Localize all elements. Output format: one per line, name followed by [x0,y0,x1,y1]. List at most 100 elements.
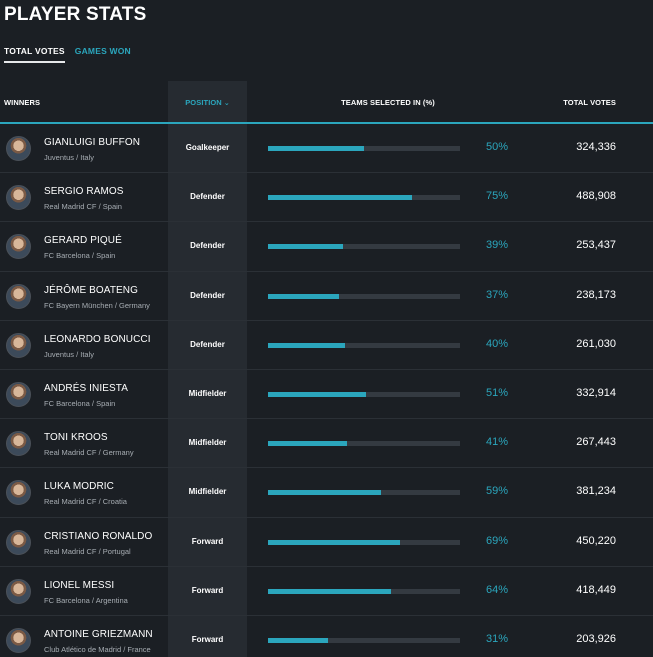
player-team: FC Barcelona / Argentina [44,595,128,605]
table-body: GIANLUIGI BUFFON Juventus / Italy Goalkeep… [0,124,653,657]
player-position: Forward [191,634,224,644]
player-name[interactable]: SERGIO RAMOS [44,186,124,198]
player-position: Midfielder [188,487,227,497]
player-team: Real Madrid CF / Spain [44,202,122,212]
teams-selected-percent: 31% [485,632,509,645]
player-avatar [6,136,31,161]
column-header-total-votes: TOTAL VOTES [563,98,616,107]
column-header-position[interactable]: POSITION ⌄ [168,98,247,107]
player-avatar [6,480,31,506]
table-row[interactable]: CRISTIANO RONALDO Real Madrid CF / Portug… [0,518,653,567]
player-position: Defender [190,192,225,202]
table-row[interactable]: ANTOINE GRIEZMANN Club Atlético de Madrid… [0,616,653,657]
player-position: Defender [190,290,225,300]
teams-selected-bar-fill [268,195,412,201]
player-name[interactable]: LIONEL MESSI [44,579,115,591]
teams-selected-bar-fill [268,391,366,397]
player-name[interactable]: GIANLUIGI BUFFON [44,137,141,148]
page-title: PLAYER STATS [4,4,147,25]
teams-selected-percent: 69% [485,534,509,547]
player-name[interactable]: TONI KROOS [44,432,108,444]
total-votes-value: 238,173 [576,288,616,301]
stats-tabs: TOTAL VOTES GAMES WON [4,46,131,63]
teams-selected-bar-fill [268,244,343,250]
column-header-winners: WINNERS [4,98,41,107]
teams-selected-bar [268,195,460,201]
player-position: Forward [191,585,224,595]
total-votes-value: 488,908 [576,190,616,203]
player-avatar [6,185,31,211]
teams-selected-bar [268,146,460,151]
teams-selected-bar [268,490,460,496]
table-row[interactable]: GIANLUIGI BUFFON Juventus / Italy Goalkeep… [0,124,653,174]
player-team: FC Bayern München / Germany [44,300,150,310]
teams-selected-bar [268,441,460,447]
total-votes-value: 253,437 [576,239,616,252]
player-position: Midfielder [188,388,227,398]
tab-games-won[interactable]: GAMES WON [74,46,131,56]
player-avatar [6,627,31,653]
total-votes-value: 267,443 [576,436,616,449]
player-avatar [6,234,31,260]
player-name[interactable]: LUKA MODRIC [44,481,115,493]
teams-selected-bar [268,637,460,643]
total-votes-value: 203,926 [576,632,616,645]
column-header-teams-selected: TEAMS SELECTED IN (%) [341,98,435,107]
teams-selected-bar-fill [268,637,328,643]
column-header-position-label: POSITION [185,98,222,107]
table-row[interactable]: LEONARDO BONUCCI Juventus / Italy Defender… [0,321,653,370]
teams-selected-percent: 37% [485,288,509,301]
table-row[interactable]: GERARD PIQUÉ FC Barcelona / Spain Defender… [0,222,653,272]
teams-selected-percent: 39% [485,239,509,252]
player-position: Forward [191,536,224,546]
table-header: WINNERS POSITION ⌄ TEAMS SELECTED IN (%) … [0,81,653,124]
teams-selected-bar [268,244,460,250]
teams-selected-percent: 75% [485,190,509,203]
total-votes-value: 450,220 [576,534,616,547]
player-name[interactable]: GERARD PIQUÉ [44,235,122,247]
player-team: Real Madrid CF / Germany [44,448,134,458]
player-name[interactable]: LEONARDO BONUCCI [44,333,151,345]
teams-selected-bar-fill [268,539,401,545]
teams-selected-bar [268,588,460,594]
table-row[interactable]: LUKA MODRIC Real Madrid CF / Croatia Midfi… [0,468,653,518]
tab-total-votes[interactable]: TOTAL VOTES [4,46,65,63]
total-votes-value: 324,336 [576,141,616,153]
teams-selected-bar-fill [268,490,382,496]
player-team: Real Madrid CF / Croatia [44,497,127,507]
teams-selected-bar-fill [268,588,391,594]
teams-selected-bar [268,539,460,545]
table-row[interactable]: SERGIO RAMOS Real Madrid CF / Spain Defend… [0,173,653,223]
player-position: Midfielder [188,438,227,448]
teams-selected-bar-fill [268,146,364,151]
teams-selected-percent: 41% [485,436,509,449]
total-votes-value: 381,234 [576,485,616,498]
total-votes-value: 418,449 [576,583,616,596]
table-row[interactable]: LIONEL MESSI FC Barcelona / Argentina Forw… [0,567,653,616]
total-votes-value: 261,030 [576,337,616,350]
teams-selected-percent: 40% [485,337,509,350]
player-name[interactable]: ANTOINE GRIEZMANN [44,628,153,640]
player-team: Club Atlético de Madrid / France [44,644,151,654]
player-avatar [6,283,31,309]
player-name[interactable]: JÉRÔME BOATENG [44,284,139,296]
teams-selected-percent: 50% [485,141,509,153]
teams-selected-bar [268,342,460,348]
player-name[interactable]: CRISTIANO RONALDO [44,530,153,542]
teams-selected-percent: 59% [485,485,509,498]
player-avatar [6,578,31,604]
table-row[interactable]: ANDRÉS INIESTA FC Barcelona / Spain Midfie… [0,370,653,420]
player-avatar [6,332,31,358]
teams-selected-bar-fill [268,342,345,348]
total-votes-value: 332,914 [576,386,616,399]
player-avatar [6,381,31,407]
player-team: Real Madrid CF / Portugal [44,546,131,556]
player-team: Juventus / Italy [44,153,95,162]
player-avatar [6,431,31,457]
player-position: Defender [190,339,225,349]
table-row[interactable]: JÉRÔME BOATENG FC Bayern München / German… [0,272,653,321]
player-team: FC Barcelona / Spain [44,398,116,408]
player-name[interactable]: ANDRÉS INIESTA [44,382,129,394]
table-row[interactable]: TONI KROOS Real Madrid CF / Germany Midfie… [0,419,653,469]
player-avatar [6,529,31,555]
